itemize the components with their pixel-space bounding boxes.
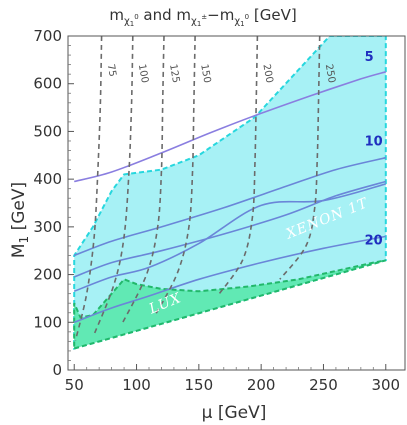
annotation-20: 20 — [365, 234, 383, 249]
y-tick-label: 700 — [33, 27, 62, 45]
y-tick-label: 500 — [33, 122, 62, 140]
neutralino-contour-label-150: 150 — [198, 63, 212, 84]
y-axis-label: M1 [GeV] — [9, 182, 31, 258]
neutralino-contour-label-200: 200 — [260, 63, 274, 84]
neutralino-contour-label-125: 125 — [167, 63, 181, 84]
chart-title: mχ10 and mχ1±−mχ10 [GeV] — [109, 6, 296, 28]
region-xenon-1t — [73, 36, 387, 350]
x-tick-label: 200 — [247, 376, 276, 394]
neutralino-contour-label-100: 100 — [136, 63, 150, 84]
y-tick-label: 200 — [33, 266, 62, 284]
x-tick-label: 300 — [371, 376, 400, 394]
neutralino-contour-label-250: 250 — [323, 63, 337, 84]
neutralino-contour-100 — [93, 36, 134, 335]
neutralino-contour-150 — [154, 36, 196, 316]
neutralino-contour-200 — [216, 36, 259, 297]
splitting-contour-line2 — [73, 180, 387, 278]
neutralino-contour-125 — [120, 36, 165, 326]
splitting-contour-10 — [73, 156, 386, 257]
y-tick-label: 0 — [52, 361, 62, 379]
splitting-contour-20 — [73, 235, 386, 324]
neutralino-contour-250 — [279, 36, 321, 280]
axis-ticks: 50 100 150 200 250 300 0 100 200 300 400 500 600 700 — [33, 27, 400, 394]
x-tick-label: 50 — [65, 376, 84, 394]
neutralino-contour-label-75: 75 — [105, 63, 118, 77]
neutralino-contour-75 — [74, 36, 103, 341]
x-tick-label: 100 — [122, 376, 151, 394]
y-tick-label: 300 — [33, 218, 62, 236]
annotation-10: 10 — [365, 135, 383, 150]
y-tick-label: 100 — [33, 313, 62, 331]
region-lux — [73, 259, 387, 350]
contours: 75 100 125 150 200 250 — [73, 36, 387, 341]
y-tick-label: 400 — [33, 170, 62, 188]
regions — [73, 36, 387, 350]
x-tick-label: 250 — [309, 376, 338, 394]
y-tick-label: 600 — [33, 75, 62, 93]
x-tick-label: 150 — [185, 376, 214, 394]
x-axis-label: μ [GeV] — [202, 403, 267, 423]
splitting-contour-5 — [74, 71, 387, 183]
annotation-5: 5 — [365, 50, 374, 65]
